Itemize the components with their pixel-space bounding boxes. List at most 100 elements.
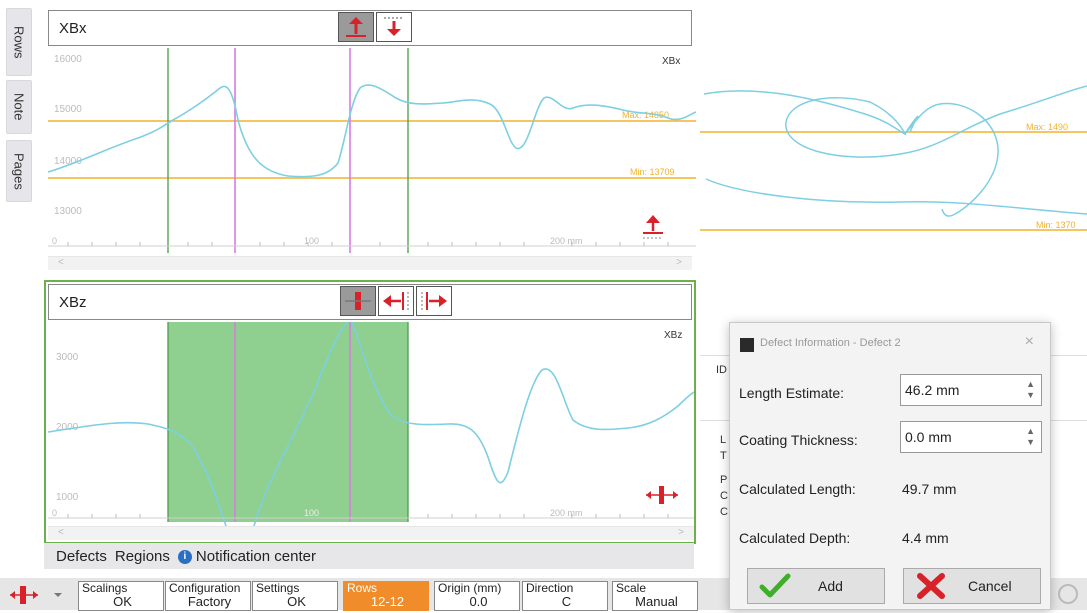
bottom-y-tick-1000: 1000 <box>56 492 79 503</box>
bottom-x-tick-100: 100 <box>304 508 319 518</box>
sidebar-tab-note[interactable]: Note <box>6 80 32 134</box>
xy-trace-3 <box>705 178 1087 215</box>
bottom-chart-panel: XBz 3000 2000 1000 XBz <box>44 280 696 544</box>
length-estimate-value: 46.2 mm <box>905 382 960 398</box>
bottom-chart-trace-3 <box>351 322 694 484</box>
info-icon: i <box>177 549 192 564</box>
status-settings-label: Settings <box>256 581 300 595</box>
power-icon[interactable] <box>1058 584 1078 604</box>
status-scalings-value: OK <box>113 594 132 609</box>
tab-regions[interactable]: Regions <box>114 547 170 565</box>
checkmark-icon <box>759 573 791 598</box>
arrow-up-corner-icon <box>643 215 663 239</box>
arrow-right-icon <box>421 292 447 310</box>
tab-defects[interactable]: Defects <box>56 547 107 565</box>
coating-thickness-value: 0.0 mm <box>905 429 952 445</box>
status-rows-label: Rows <box>347 581 378 595</box>
bottom-scroll-left-arrow[interactable]: < <box>58 527 64 538</box>
status-rows-value: 12-12 <box>370 594 405 609</box>
top-chart-plot: 16000 15000 14000 13000 XBx Max: 14850 M… <box>48 48 696 253</box>
top-x-tick-200: 200 mm <box>550 236 583 246</box>
status-configuration[interactable]: Configuration Factory <box>165 581 251 611</box>
top-max-label: Max: 14850 <box>622 110 669 120</box>
cancel-button-label: Cancel <box>968 578 1012 594</box>
length-estimate-label: Length Estimate: <box>739 385 845 401</box>
top-y-tick-16000: 16000 <box>54 54 82 65</box>
bottom-chart-trace-2 <box>253 322 349 526</box>
sidebar-tab-rows-label: Rows <box>11 25 27 59</box>
top-x-minor-ticks <box>67 242 669 246</box>
status-rows[interactable]: Rows 12-12 <box>343 581 429 611</box>
status-scale-value: Manual <box>635 594 678 609</box>
status-origin-value: 0.0 <box>469 594 488 609</box>
length-estimate-stepper-icon[interactable]: ▲ ▼ <box>1026 379 1035 400</box>
bottom-x-tick-200: 200 mm <box>550 508 583 518</box>
side-fragment-4: C <box>720 490 728 502</box>
shift-up-tool-button[interactable] <box>338 12 374 42</box>
shrink-right-tool-button[interactable] <box>416 286 452 316</box>
top-chart-title: XBx <box>59 19 87 37</box>
top-scroll-right-arrow[interactable]: > <box>676 257 682 268</box>
status-settings[interactable]: Settings OK <box>252 581 338 611</box>
marker-mode-button[interactable] <box>6 582 68 608</box>
length-estimate-field[interactable]: 46.2 mm ▲ ▼ <box>900 374 1042 406</box>
arrow-down-icon <box>384 17 404 36</box>
bottom-y-tick-2000: 2000 <box>56 422 79 433</box>
top-y-tick-13000: 13000 <box>54 206 82 217</box>
center-tool-button[interactable] <box>340 286 376 316</box>
sidebar-tab-pages[interactable]: Pages <box>6 140 32 202</box>
bottom-chart-corner-label: XBz <box>664 330 682 341</box>
xy-plot-panel: Max: 1490 Min: 1370 <box>700 85 1087 231</box>
calculated-depth-value: 4.4 mm <box>902 530 949 546</box>
shrink-left-tool-button[interactable] <box>378 286 414 316</box>
top-x-tick-0: 0 <box>52 236 57 246</box>
coating-thickness-stepper-icon[interactable]: ▲ ▼ <box>1026 426 1035 447</box>
top-y-tick-14000: 14000 <box>54 156 82 167</box>
status-direction-value: C <box>561 594 572 609</box>
bottom-y-tick-3000: 3000 <box>56 352 79 363</box>
status-bar: Scalings OK Configuration Factory Settin… <box>0 578 1087 611</box>
bottom-chart-title: XBz <box>59 293 87 311</box>
arrow-up-icon <box>346 17 366 37</box>
side-fragment-3: P <box>720 474 728 486</box>
status-origin[interactable]: Origin (mm) 0.0 <box>434 581 520 611</box>
status-configuration-value: Factory <box>187 594 232 609</box>
top-y-tick-15000: 15000 <box>54 104 82 115</box>
top-chart-scrollbar[interactable]: < > <box>48 256 692 270</box>
cancel-button[interactable]: Cancel <box>903 568 1041 604</box>
coating-thickness-field[interactable]: 0.0 mm ▲ ▼ <box>900 421 1042 453</box>
bottom-scroll-right-arrow[interactable]: > <box>678 527 684 538</box>
status-scalings-label: Scalings <box>82 581 128 595</box>
add-button-label: Add <box>818 578 843 594</box>
tab-notification-center[interactable]: i Notification center <box>177 548 316 565</box>
top-chart-trace <box>48 84 696 178</box>
selected-region <box>168 322 408 522</box>
bottom-x-tick-0: 0 <box>52 508 57 518</box>
top-x-tick-100: 100 <box>304 236 319 246</box>
status-origin-label: Origin (mm) <box>438 581 502 595</box>
status-scale-label: Scale <box>616 581 647 595</box>
xy-trace-4 <box>904 115 919 135</box>
shift-down-tool-button[interactable] <box>376 12 412 42</box>
side-fragment-1: L <box>720 434 727 446</box>
sidebar-tab-rows[interactable]: Rows <box>6 8 32 76</box>
status-direction-label: Direction <box>526 581 574 595</box>
status-scale[interactable]: Scale Manual <box>612 581 698 611</box>
side-fragment-id: ID <box>716 364 727 376</box>
bottom-chart-scrollbar[interactable]: < > <box>48 526 694 540</box>
top-chart-corner-label: XBx <box>662 56 680 67</box>
calculated-length-label: Calculated Length: <box>739 481 856 497</box>
close-icon[interactable]: × <box>1024 333 1034 350</box>
defect-information-dialog: Defect Information - Defect 2 × Length E… <box>729 322 1051 610</box>
cross-icon <box>917 573 945 599</box>
top-scroll-left-arrow[interactable]: < <box>58 257 64 268</box>
bottom-tabs-bar: Defects Regions i Notification center <box>44 543 694 569</box>
status-scalings[interactable]: Scalings OK <box>78 581 164 611</box>
calculated-length-value: 49.7 mm <box>902 481 957 497</box>
arrow-left-icon <box>383 292 409 310</box>
add-button[interactable]: Add <box>747 568 885 604</box>
bottom-chart-plot: 3000 2000 1000 XBz 0 100 200 mm <box>48 322 694 526</box>
status-direction[interactable]: Direction C <box>522 581 608 611</box>
xy-max-label: Max: 1490 <box>1026 122 1068 132</box>
side-fragment-5: C <box>720 506 728 518</box>
